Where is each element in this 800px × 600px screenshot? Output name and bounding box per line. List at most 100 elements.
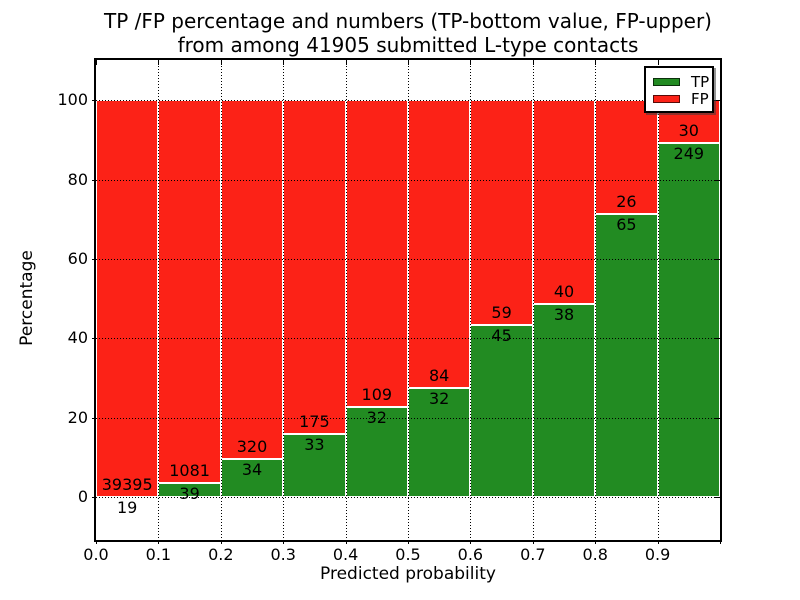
x-tick-label: 0.6 — [457, 545, 484, 564]
grid-line-vertical — [283, 60, 284, 540]
tp-count-label: 45 — [491, 326, 512, 346]
y-tick-mark — [92, 100, 96, 101]
bar-segment-tp — [470, 325, 533, 498]
y-tick-mark-right — [715, 338, 720, 339]
y-tick-mark — [92, 497, 96, 498]
y-tick-mark-right — [715, 259, 720, 260]
grid-line-vertical — [658, 60, 659, 540]
bar-segment-fp — [408, 100, 471, 388]
fp-count-label: 39395 — [101, 474, 153, 494]
bar-segment-fp — [220, 100, 284, 459]
x-tick-label: 0.8 — [582, 545, 608, 564]
x-tick-mark — [595, 540, 596, 544]
x-tick-mark-top — [346, 60, 347, 65]
x-tick-mark — [658, 540, 659, 544]
x-tick-mark — [346, 540, 347, 544]
tp-count-label: 39 — [179, 484, 200, 504]
y-tick-mark — [92, 418, 96, 419]
y-tick-label: 100 — [57, 90, 88, 110]
x-tick-mark-top — [658, 60, 659, 65]
y-tick-mark-right — [715, 418, 720, 419]
tp-count-label: 32 — [366, 408, 387, 428]
y-tick-mark — [92, 180, 96, 181]
x-tick-mark — [533, 540, 534, 544]
bar-segment-fp — [96, 100, 159, 497]
x-tick-mark-top — [158, 60, 159, 65]
x-axis-label: Predicted probability — [320, 564, 496, 584]
bar-segment-tp — [595, 213, 658, 498]
x-tick-mark-top — [533, 60, 534, 65]
x-tick-mark-top — [595, 60, 596, 65]
tp-count-label: 19 — [117, 497, 138, 517]
grid-line-vertical — [595, 60, 596, 540]
grid-line-vertical — [346, 60, 347, 540]
tp-count-label: 249 — [673, 143, 705, 163]
grid-line-vertical — [533, 60, 534, 540]
x-tick-label: 0.0 — [83, 545, 109, 564]
grid-line-horizontal — [96, 259, 720, 260]
x-tick-mark-top — [96, 60, 97, 65]
x-tick-mark — [470, 540, 471, 544]
x-tick-mark — [408, 540, 409, 544]
legend-label-tp: TP — [691, 72, 710, 91]
x-tick-mark-top — [221, 60, 222, 65]
tp-count-label: 34 — [241, 459, 263, 479]
bar-segment-tp — [657, 142, 720, 498]
x-tick-label: 0.3 — [270, 545, 296, 564]
tp-count-label: 38 — [553, 304, 575, 324]
x-tick-mark-top — [408, 60, 409, 65]
bar-segment-tp — [220, 458, 284, 498]
grid-line-horizontal — [96, 100, 720, 101]
legend: TP FP — [644, 66, 714, 113]
x-tick-mark-top — [283, 60, 284, 65]
grid-line-horizontal — [96, 497, 720, 498]
x-tick-label: 0.1 — [145, 545, 172, 564]
x-tick-label: 0.7 — [520, 545, 546, 564]
y-tick-mark — [92, 338, 96, 339]
bar-segment-fp — [158, 100, 221, 484]
bar-segment-fp — [283, 100, 346, 435]
fp-count-label: 30 — [678, 120, 699, 140]
fp-count-label: 26 — [616, 191, 637, 211]
fp-count-label: 109 — [361, 385, 393, 405]
bar-segment-fp — [470, 100, 533, 326]
x-tick-mark-top — [720, 60, 721, 65]
tp-count-label: 65 — [616, 214, 637, 234]
x-tick-label: 0.2 — [208, 545, 234, 564]
x-tick-mark-top — [470, 60, 471, 65]
y-tick-label: 60 — [67, 248, 88, 268]
chart-title-line1: TP /FP percentage and numbers (TP-bottom… — [104, 9, 712, 33]
fp-count-label: 1081 — [169, 461, 210, 481]
chart-title-line2: from among 41905 submitted L-type contac… — [177, 33, 639, 57]
x-tick-mark — [96, 540, 97, 544]
legend-label-fp: FP — [691, 89, 709, 108]
grid-line-vertical — [158, 60, 159, 540]
y-tick-label: 80 — [67, 169, 88, 189]
fp-count-label: 40 — [553, 281, 575, 301]
chart-title: TP /FP percentage and numbers (TP-bottom… — [96, 9, 720, 57]
legend-item-tp: TP — [653, 73, 712, 90]
x-tick-label: 0.4 — [332, 545, 359, 564]
y-tick-label: 0 — [77, 487, 88, 507]
grid-line-horizontal — [96, 180, 720, 181]
grid-line-vertical — [221, 60, 222, 540]
x-tick-mark — [221, 540, 222, 544]
tp-count-label: 32 — [429, 388, 450, 408]
bar-segment-fp — [532, 100, 596, 304]
y-tick-label: 40 — [67, 328, 88, 348]
y-tick-mark-right — [715, 180, 720, 181]
fp-swatch-icon — [653, 94, 680, 103]
tp-swatch-icon — [653, 77, 680, 86]
y-tick-mark-right — [715, 497, 720, 498]
tp-count-label: 33 — [304, 435, 325, 455]
fp-count-label: 84 — [429, 365, 450, 385]
y-tick-mark-right — [715, 100, 720, 101]
grid-line-horizontal — [96, 418, 720, 419]
fp-count-label: 175 — [299, 412, 330, 432]
x-tick-label: 0.5 — [395, 545, 421, 564]
grid-line-vertical — [408, 60, 409, 540]
grid-line-horizontal — [96, 338, 720, 339]
